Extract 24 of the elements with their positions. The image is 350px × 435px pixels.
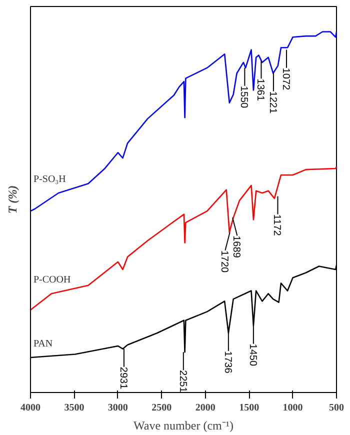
annotation: 2931 [117,366,128,390]
series-label: P-SO₃H [34,174,66,186]
x-tick-label: 500 [329,402,344,414]
x-tick-label: 4000 [20,402,40,414]
annotation: 1689 [230,236,242,258]
annotation: 1361 [254,78,266,102]
annotation: 1221 [266,91,278,114]
annotation: 2251 [176,370,188,393]
x-tick-label: 1000 [282,402,303,414]
annotation: 1550 [238,86,250,109]
annotation: 1720 [218,250,230,274]
annotation: 1072 [280,68,291,91]
x-tick-label: 3500 [64,402,84,414]
annotation: 1736 [222,351,233,374]
series-label: PAN [34,338,53,350]
annotation: 1450 [246,344,258,366]
series-label: P-COOH [34,274,71,286]
x-tick-label: 1500 [239,402,260,414]
y-axis-title: T (%) [6,185,20,214]
annotation: 1172 [271,214,282,236]
x-tick-label: 2500 [152,402,172,414]
x-axis-title: Wave number (cm⁻¹) [134,418,234,432]
x-tick-label: 2000 [195,402,216,414]
x-tick-label: 3000 [108,402,128,414]
